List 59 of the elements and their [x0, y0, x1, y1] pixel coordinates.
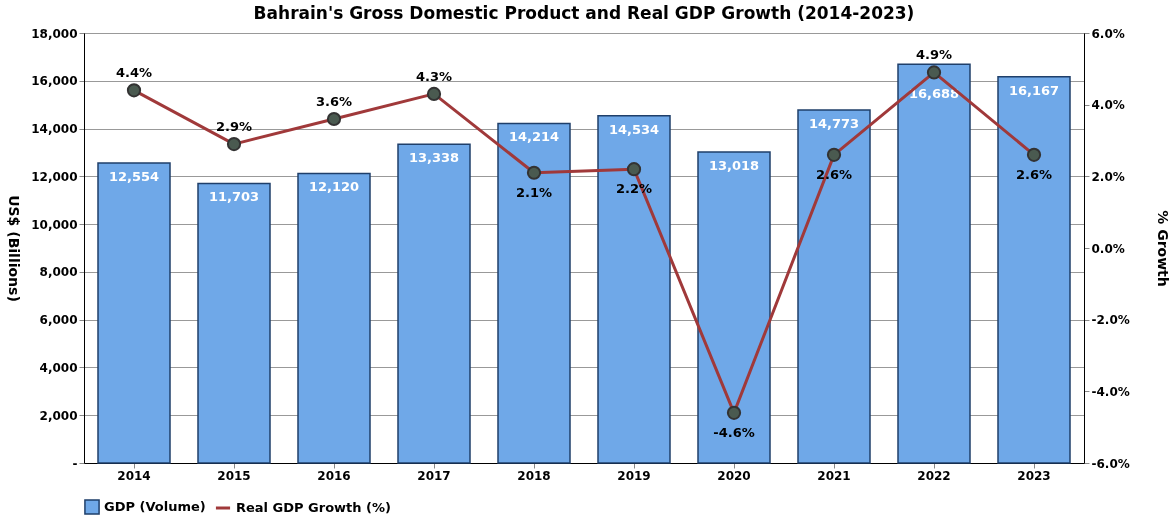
bar [297, 172, 371, 464]
y2-tick-label: 2.0% [1091, 169, 1125, 184]
y-tick-label: - [72, 456, 78, 471]
bar [897, 63, 971, 464]
bar [797, 109, 871, 464]
y2-tick-label: -4.0% [1091, 384, 1130, 399]
x-tick-label: 2015 [217, 468, 251, 483]
bar [97, 162, 171, 464]
data-label: 2.9% [215, 119, 253, 135]
x-tick-label: 2018 [517, 468, 551, 483]
y-tick-label: 6,000 [39, 313, 78, 328]
y-tick-label: 16,000 [31, 74, 78, 89]
y-tick-label: 8,000 [39, 265, 78, 280]
data-label: 4.4% [115, 65, 153, 81]
legend-label: Real GDP Growth (%) [236, 500, 392, 515]
data-label: 16,167 [1008, 82, 1060, 98]
bar [397, 143, 471, 464]
chart-title: Bahrain's Gross Domestic Product and Real GDP Growth (2014-2023) [253, 3, 915, 23]
y2-tick-label: -6.0% [1091, 456, 1130, 471]
y2-tick-label: 6.0% [1091, 26, 1125, 41]
bar [697, 151, 771, 464]
y-tick-label: 18,000 [31, 26, 78, 41]
y-tick-label: 2,000 [39, 408, 78, 423]
data-label: -4.6% [713, 424, 755, 440]
data-label: 14,773 [808, 116, 860, 132]
y-tick-label: 4,000 [39, 360, 78, 375]
y-axis-title: US$ (Billions) [6, 195, 23, 302]
y2-tick-label: -2.0% [1091, 313, 1130, 328]
data-label: 12,120 [308, 179, 360, 195]
y-tick-label: 10,000 [31, 217, 78, 232]
data-label: 2.1% [515, 184, 553, 200]
x-tick-label: 2021 [817, 468, 851, 483]
x-tick-label: 2014 [117, 468, 151, 483]
x-tick-label: 2023 [1017, 468, 1051, 483]
data-label: 2.6% [1015, 166, 1053, 182]
x-tick-label: 2016 [317, 468, 351, 483]
data-label: 4.3% [415, 68, 453, 84]
y-tick-label: 14,000 [31, 122, 78, 137]
y2-axis-title: % Growth [1154, 210, 1171, 287]
data-label: 13,338 [408, 150, 460, 166]
x-tick-label: 2017 [417, 468, 451, 483]
data-label: 3.6% [315, 94, 353, 109]
bar [497, 122, 571, 464]
data-label: 12,554 [108, 169, 160, 185]
x-tick-label: 2022 [917, 468, 951, 483]
data-label: 14,214 [508, 129, 560, 145]
data-label: 14,534 [608, 121, 660, 137]
x-tick-label: 2020 [717, 468, 751, 483]
data-label: 4.9% [915, 47, 953, 63]
data-label: 11,703 [208, 189, 260, 205]
y2-tick-label: 0.0% [1091, 241, 1125, 256]
data-label: 13,018 [708, 158, 760, 174]
legend-label: GDP (Volume) [104, 499, 206, 514]
y2-tick-label: 4.0% [1091, 98, 1125, 113]
bar [197, 182, 271, 464]
bar [597, 115, 671, 464]
bar [997, 76, 1071, 464]
y-tick-label: 12,000 [31, 169, 78, 184]
x-tick-label: 2019 [617, 468, 651, 483]
